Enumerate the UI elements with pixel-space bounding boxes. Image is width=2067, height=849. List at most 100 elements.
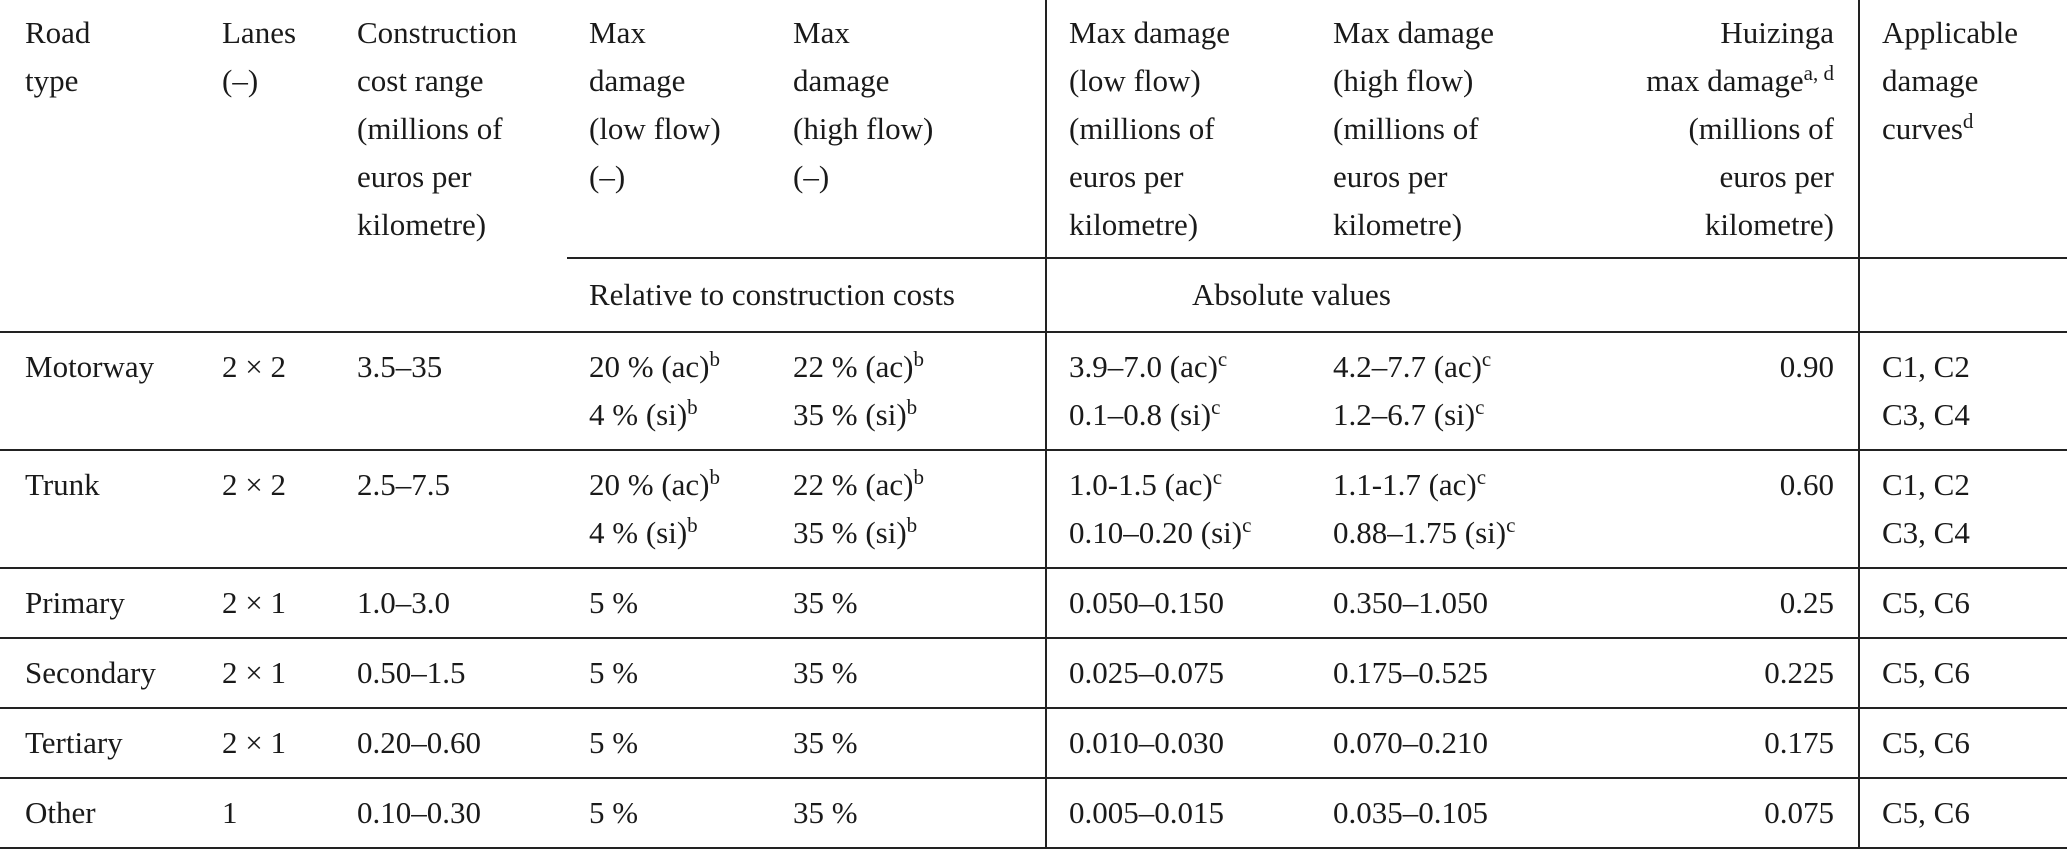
cell-line: 0.350–1.050: [1333, 585, 1488, 620]
header-line: (millions of: [1069, 111, 1215, 146]
cell-construction-cost: 0.50–1.5: [335, 637, 567, 708]
cell-max-damage-low-relative: 20 % (ac)b 4 % (si)b: [567, 449, 771, 568]
cell-max-damage-low-relative: 5 %: [567, 777, 771, 849]
header-line: Max damage: [1069, 15, 1230, 50]
cell-line: 35 % (si)b: [793, 395, 918, 433]
header-line: (low flow): [589, 111, 721, 146]
cell-lanes: 2 × 2: [200, 449, 335, 568]
cell-huizinga: 0.90: [1577, 331, 1859, 450]
header-construction-cost: Construction cost range (millions of euros …: [335, 0, 567, 258]
cell-lanes: 1: [200, 777, 335, 849]
header-line: damage: [1882, 63, 1979, 98]
cell-max-damage-high-absolute: 1.1-1.7 (ac)c 0.88–1.75 (si)c: [1311, 449, 1577, 568]
cell-line: 0.88–1.75 (si)c: [1333, 513, 1516, 551]
cell-lanes: 2 × 1: [200, 707, 335, 778]
header-huizinga-line2: max damagea, d: [1646, 61, 1834, 99]
cell-line: 1.0-1.5 (ac)c: [1069, 465, 1223, 503]
header-line: (high flow): [793, 111, 934, 146]
cell-road-type: Secondary: [0, 637, 200, 708]
cell-max-damage-high-absolute: 4.2–7.7 (ac)c 1.2–6.7 (si)c: [1311, 331, 1577, 450]
subheader-absolute: Absolute values: [1045, 257, 1859, 332]
cell-huizinga: 0.075: [1577, 777, 1859, 849]
cell-line: C5, C6: [1882, 585, 1970, 620]
cell-applicable-curves: C1, C2 C3, C4: [1858, 331, 2067, 450]
cell-max-damage-low-relative: 20 % (ac)b 4 % (si)b: [567, 331, 771, 450]
cell-line: 20 % (ac)b: [589, 465, 720, 503]
table-row: Trunk 2 × 2 2.5–7.5 20 % (ac)b 4 % (si)b 22 %…: [0, 449, 2067, 568]
cell-line: C5, C6: [1882, 655, 1970, 690]
subheader-relative: Relative to construction costs: [567, 257, 1046, 332]
cell-max-damage-low-absolute: 3.9–7.0 (ac)c 0.1–0.8 (si)c: [1045, 331, 1311, 450]
cell-line: 0.010–0.030: [1069, 725, 1224, 760]
header-row: Road type Lanes (–) Construction cost range…: [0, 0, 2067, 258]
header-line: (low flow): [1069, 63, 1201, 98]
header-line: euros per: [1069, 159, 1184, 194]
header-line: (–): [793, 159, 830, 194]
cell-line: 4 % (si)b: [589, 395, 698, 433]
cell-line: 5 %: [589, 725, 639, 760]
header-line: (–): [589, 159, 626, 194]
cell-line: C5, C6: [1882, 795, 1970, 830]
header-line: (millions of: [1688, 111, 1834, 146]
cell-road-type: Primary: [0, 567, 200, 638]
cell-line: 35 %: [793, 655, 858, 690]
cell-line: 35 % (si)b: [793, 513, 918, 551]
cell-max-damage-high-absolute: 0.350–1.050: [1311, 567, 1577, 638]
cell-line: 0.175–0.525: [1333, 655, 1488, 690]
header-line: Applicable: [1882, 15, 2019, 50]
header-line: Lanes: [222, 15, 297, 50]
table-row: Secondary 2 × 1 0.50–1.5 5 % 35 % 0.025–0.075…: [0, 637, 2067, 708]
cell-line: 4 % (si)b: [589, 513, 698, 551]
header-line: euros per: [357, 159, 472, 194]
cell-construction-cost: 0.20–0.60: [335, 707, 567, 778]
cell-max-damage-high-absolute: 0.070–0.210: [1311, 707, 1577, 778]
cell-lanes: 2 × 1: [200, 567, 335, 638]
cell-line: 0.1–0.8 (si)c: [1069, 395, 1221, 433]
table-body: Motorway 2 × 2 3.5–35 20 % (ac)b 4 % (si)b 22…: [0, 331, 2067, 849]
header-max-damage-high-absolute: Max damage (high flow) (millions of euros p…: [1311, 0, 1577, 258]
header-line: Max: [589, 15, 646, 50]
cell-max-damage-high-absolute: 0.175–0.525: [1311, 637, 1577, 708]
header-line: kilometre): [1333, 207, 1463, 242]
cell-applicable-curves: C5, C6: [1858, 777, 2067, 849]
cell-line: 0.050–0.150: [1069, 585, 1224, 620]
cell-line: 0.035–0.105: [1333, 795, 1488, 830]
cell-line: 35 %: [793, 795, 858, 830]
cell-lanes: 2 × 2: [200, 331, 335, 450]
cell-max-damage-high-relative: 22 % (ac)b 35 % (si)b: [771, 331, 1046, 450]
header-road-type: Road type: [0, 0, 200, 258]
header-lanes: Lanes (–): [200, 0, 335, 258]
cell-line: C3, C4: [1882, 397, 1970, 432]
cell-huizinga: 0.25: [1577, 567, 1859, 638]
header-line: Construction: [357, 15, 518, 50]
header-applicable-curves: Applicable damage curvesd: [1858, 0, 2067, 258]
header-max-damage-high-relative: Max damage (high flow) (–): [771, 0, 1046, 258]
cell-max-damage-high-relative: 35 %: [771, 777, 1046, 849]
cell-line: 22 % (ac)b: [793, 347, 924, 385]
cell-applicable-curves: C5, C6: [1858, 567, 2067, 638]
table-row: Tertiary 2 × 1 0.20–0.60 5 % 35 % 0.010–0.030…: [0, 707, 2067, 778]
cell-line: 0.025–0.075: [1069, 655, 1224, 690]
cell-road-type: Tertiary: [0, 707, 200, 778]
cell-line: 5 %: [589, 585, 639, 620]
cell-line: 35 %: [793, 725, 858, 760]
cell-line: 1.1-1.7 (ac)c: [1333, 465, 1487, 503]
header-line: type: [25, 63, 79, 98]
cell-line: 20 % (ac)b: [589, 347, 720, 385]
cell-construction-cost: 0.10–0.30: [335, 777, 567, 849]
cell-max-damage-low-relative: 5 %: [567, 567, 771, 638]
cell-max-damage-low-absolute: 0.010–0.030: [1045, 707, 1311, 778]
cell-applicable-curves: C5, C6: [1858, 637, 2067, 708]
cell-road-type: Other: [0, 777, 200, 849]
cell-line: 0.070–0.210: [1333, 725, 1488, 760]
header-line: kilometre): [357, 207, 487, 242]
header-line: damage: [793, 63, 890, 98]
header-line: Max damage: [1333, 15, 1494, 50]
cell-max-damage-high-absolute: 0.035–0.105: [1311, 777, 1577, 849]
cell-max-damage-low-absolute: 0.005–0.015: [1045, 777, 1311, 849]
cell-max-damage-low-absolute: 0.050–0.150: [1045, 567, 1311, 638]
cell-applicable-curves: C5, C6: [1858, 707, 2067, 778]
cell-max-damage-high-relative: 35 %: [771, 567, 1046, 638]
